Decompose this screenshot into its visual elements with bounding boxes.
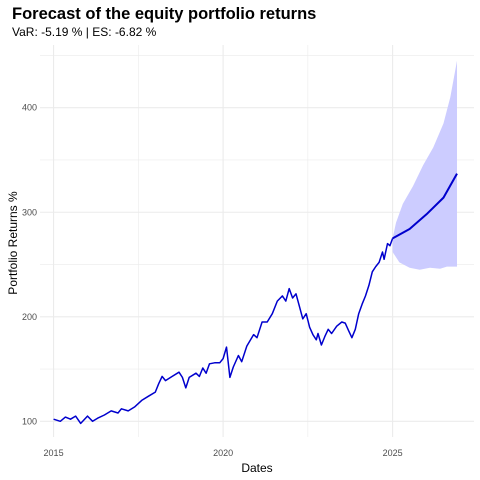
series-layer — [53, 173, 458, 425]
y-tick-label: 400 — [22, 103, 37, 113]
y-tick-label: 100 — [22, 416, 37, 426]
x-tick-label: 2015 — [44, 448, 64, 458]
x-tick-label: 2020 — [213, 448, 233, 458]
y-axis-title: Portfolio Returns % — [6, 191, 20, 295]
forecast-band-layer — [392, 60, 457, 270]
grid — [40, 45, 474, 437]
tick-labels: 2015 2020 2025 100 200 300 400 — [22, 103, 403, 458]
x-axis-title: Dates — [241, 461, 272, 475]
chart-title: Forecast of the equity portfolio returns — [12, 5, 317, 23]
chart-subtitle: VaR: -5.19 % | ES: -6.82 % — [12, 25, 157, 39]
y-tick-label: 300 — [22, 207, 37, 217]
x-tick-label: 2025 — [383, 448, 403, 458]
historical-line — [53, 238, 394, 425]
forecast-confidence-band — [392, 60, 457, 270]
forecast-line — [392, 173, 458, 240]
y-tick-label: 200 — [22, 312, 37, 322]
